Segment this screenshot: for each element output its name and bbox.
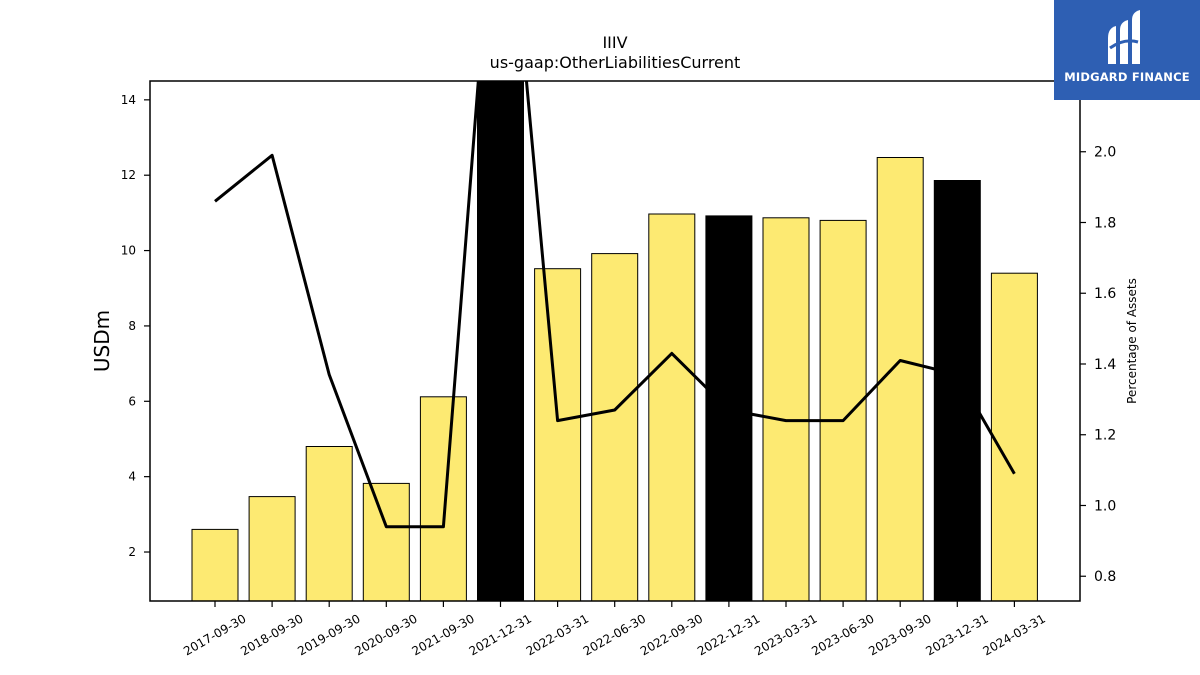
bar-2023-03-31 <box>762 217 810 602</box>
brand-emblem-icon <box>1108 10 1140 64</box>
y2-axis-label: Percentage of Assets <box>1125 278 1139 404</box>
bar-2022-03-31 <box>534 268 582 602</box>
x-tick-label: 2022-03-31 <box>524 611 591 658</box>
x-tick-label: 2019-09-30 <box>295 611 362 658</box>
x-tick-label: 2020-09-30 <box>352 611 419 658</box>
bar-2021-12-31 <box>477 80 524 602</box>
brand-logo: MIDGARD FINANCE <box>1054 0 1200 100</box>
bar-2023-06-30 <box>819 219 867 602</box>
x-tick-label: 2018-09-30 <box>238 611 305 658</box>
bar-2022-06-30 <box>591 253 639 602</box>
bar-2021-09-30 <box>419 396 467 602</box>
y-tick-label: 2 <box>128 545 136 559</box>
y-tick-label: 12 <box>121 168 136 182</box>
bar-2020-09-30 <box>362 482 410 602</box>
y2-tick-label: 1.4 <box>1094 357 1116 373</box>
bar-series <box>191 80 1038 602</box>
x-tick-label: 2021-09-30 <box>409 611 476 658</box>
brand-name: MIDGARD FINANCE <box>1064 70 1190 84</box>
y2-tick-label: 1.6 <box>1094 286 1116 302</box>
y-axis-label: USDm <box>90 310 114 372</box>
y-tick-label: 10 <box>121 244 136 258</box>
bar-2022-09-30 <box>648 213 696 602</box>
x-tick-label: 2023-12-31 <box>923 611 990 658</box>
bar-2023-09-30 <box>876 157 924 602</box>
bar-2024-03-31 <box>990 272 1038 602</box>
bar-2023-12-31 <box>933 180 981 602</box>
x-tick-label: 2021-12-31 <box>467 611 534 658</box>
x-tick-label: 2023-09-30 <box>866 611 933 658</box>
y2-tick-label: 1.0 <box>1094 498 1116 514</box>
x-tick-label: 2022-09-30 <box>638 611 705 658</box>
y2-tick-label: 0.8 <box>1094 569 1116 585</box>
bar-2018-09-30 <box>248 496 296 602</box>
line-series <box>214 81 1016 529</box>
x-tick-label: 2022-12-31 <box>695 611 762 658</box>
y-tick-label: 8 <box>128 319 136 333</box>
y2-tick-label: 1.2 <box>1094 428 1116 444</box>
percentage-line <box>214 81 1016 529</box>
x-tick-label: 2017-09-30 <box>181 611 248 658</box>
chart-title: IIIV <box>602 33 627 52</box>
x-tick-label: 2024-03-31 <box>980 611 1047 658</box>
y2-tick-label: 1.8 <box>1094 215 1116 231</box>
y-tick-label: 4 <box>128 470 136 484</box>
y2-tick-label: 2.0 <box>1094 145 1116 161</box>
chart-subtitle: us-gaap:OtherLiabilitiesCurrent <box>490 53 741 72</box>
x-tick-label: 2023-06-30 <box>809 611 876 658</box>
bar-2019-09-30 <box>305 446 353 602</box>
bar-2017-09-30 <box>191 528 239 602</box>
x-tick-label: 2022-06-30 <box>581 611 648 658</box>
y-tick-label: 6 <box>128 394 136 408</box>
y-tick-label: 14 <box>121 93 136 107</box>
x-tick-label: 2023-03-31 <box>752 611 819 658</box>
